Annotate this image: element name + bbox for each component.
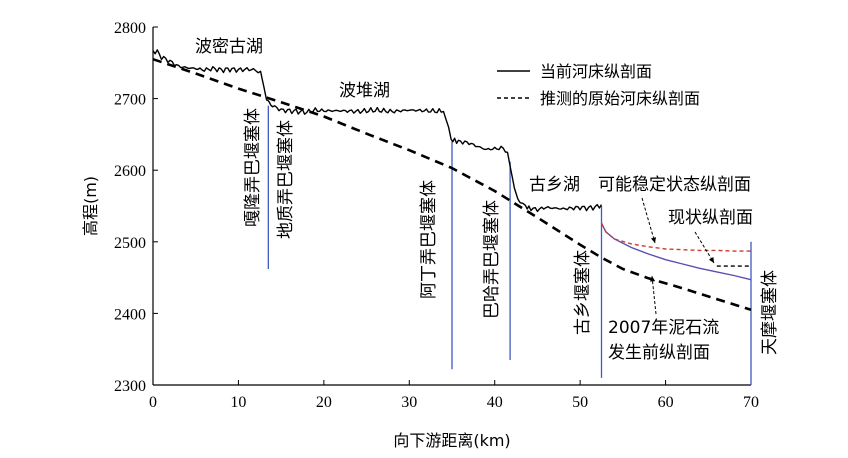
label-baha-dam: 巴哈弄巴堰塞体 <box>482 200 502 319</box>
label-bomi-lake: 波密古湖 <box>195 37 263 57</box>
label-galong-dam: 嘎隆弄巴堰塞体 <box>243 108 263 227</box>
label-pre-2007-line2: 发生前纵剖面 <box>608 343 710 363</box>
arrow-current <box>694 231 715 264</box>
label-dizhi-dam: 地质弄巴堰塞体 <box>276 120 296 239</box>
x-tick-label: 50 <box>572 394 588 411</box>
label-pre-2007-line1: 2007年泥石流 <box>608 318 719 338</box>
y-tick-label: 2800 <box>114 20 146 37</box>
series-group <box>152 49 752 312</box>
y-tick-label: 2400 <box>114 306 146 323</box>
x-tick-label: 10 <box>230 394 246 411</box>
arrow-stable-head <box>650 237 657 243</box>
label-stable-profile: 可能稳定状态纵剖面 <box>598 175 751 195</box>
dam-lines <box>267 105 752 385</box>
y-tick-label: 2600 <box>114 163 146 180</box>
label-guxiang-lake: 古乡湖 <box>529 175 580 195</box>
label-tianmo-dam: 天摩堰塞体 <box>760 270 780 355</box>
label-ading-dam: 阿丁弄巴堰塞体 <box>419 180 439 299</box>
series-line-0 <box>152 49 603 213</box>
arrow-current-head <box>708 257 714 263</box>
arrow-stable <box>641 197 656 244</box>
legend-label-current: 当前河床纵剖面 <box>540 62 652 81</box>
y-axis-title: 高程(m) <box>81 176 100 236</box>
y-tick-label: 2300 <box>114 378 146 395</box>
x-tick-label: 30 <box>401 394 417 411</box>
series-line-3 <box>600 222 751 252</box>
axes: 0 10 20 30 40 50 60 70 2300 2400 2500 2600 2700 2800 向… <box>81 20 759 450</box>
label-guxiang-dam: 古乡堰塞体 <box>573 250 593 335</box>
arrow-pre-2007-head <box>649 276 656 282</box>
x-tick-label: 60 <box>658 394 674 411</box>
arrow-pre-2007 <box>651 275 657 315</box>
x-tick-label: 0 <box>149 394 157 411</box>
series-line-1 <box>152 57 752 312</box>
y-tick-label: 2700 <box>114 92 146 109</box>
label-bodui-lake: 波堆湖 <box>339 81 390 101</box>
x-tick-label: 70 <box>743 394 759 411</box>
y-tick-label: 2500 <box>114 235 146 252</box>
legend-label-original: 推测的原始河床纵剖面 <box>540 89 700 108</box>
label-current-profile: 现状纵剖面 <box>668 208 753 228</box>
x-axis-title: 向下游距离(km) <box>393 431 510 450</box>
x-tick-label: 20 <box>316 394 332 411</box>
x-tick-label: 40 <box>487 394 503 411</box>
